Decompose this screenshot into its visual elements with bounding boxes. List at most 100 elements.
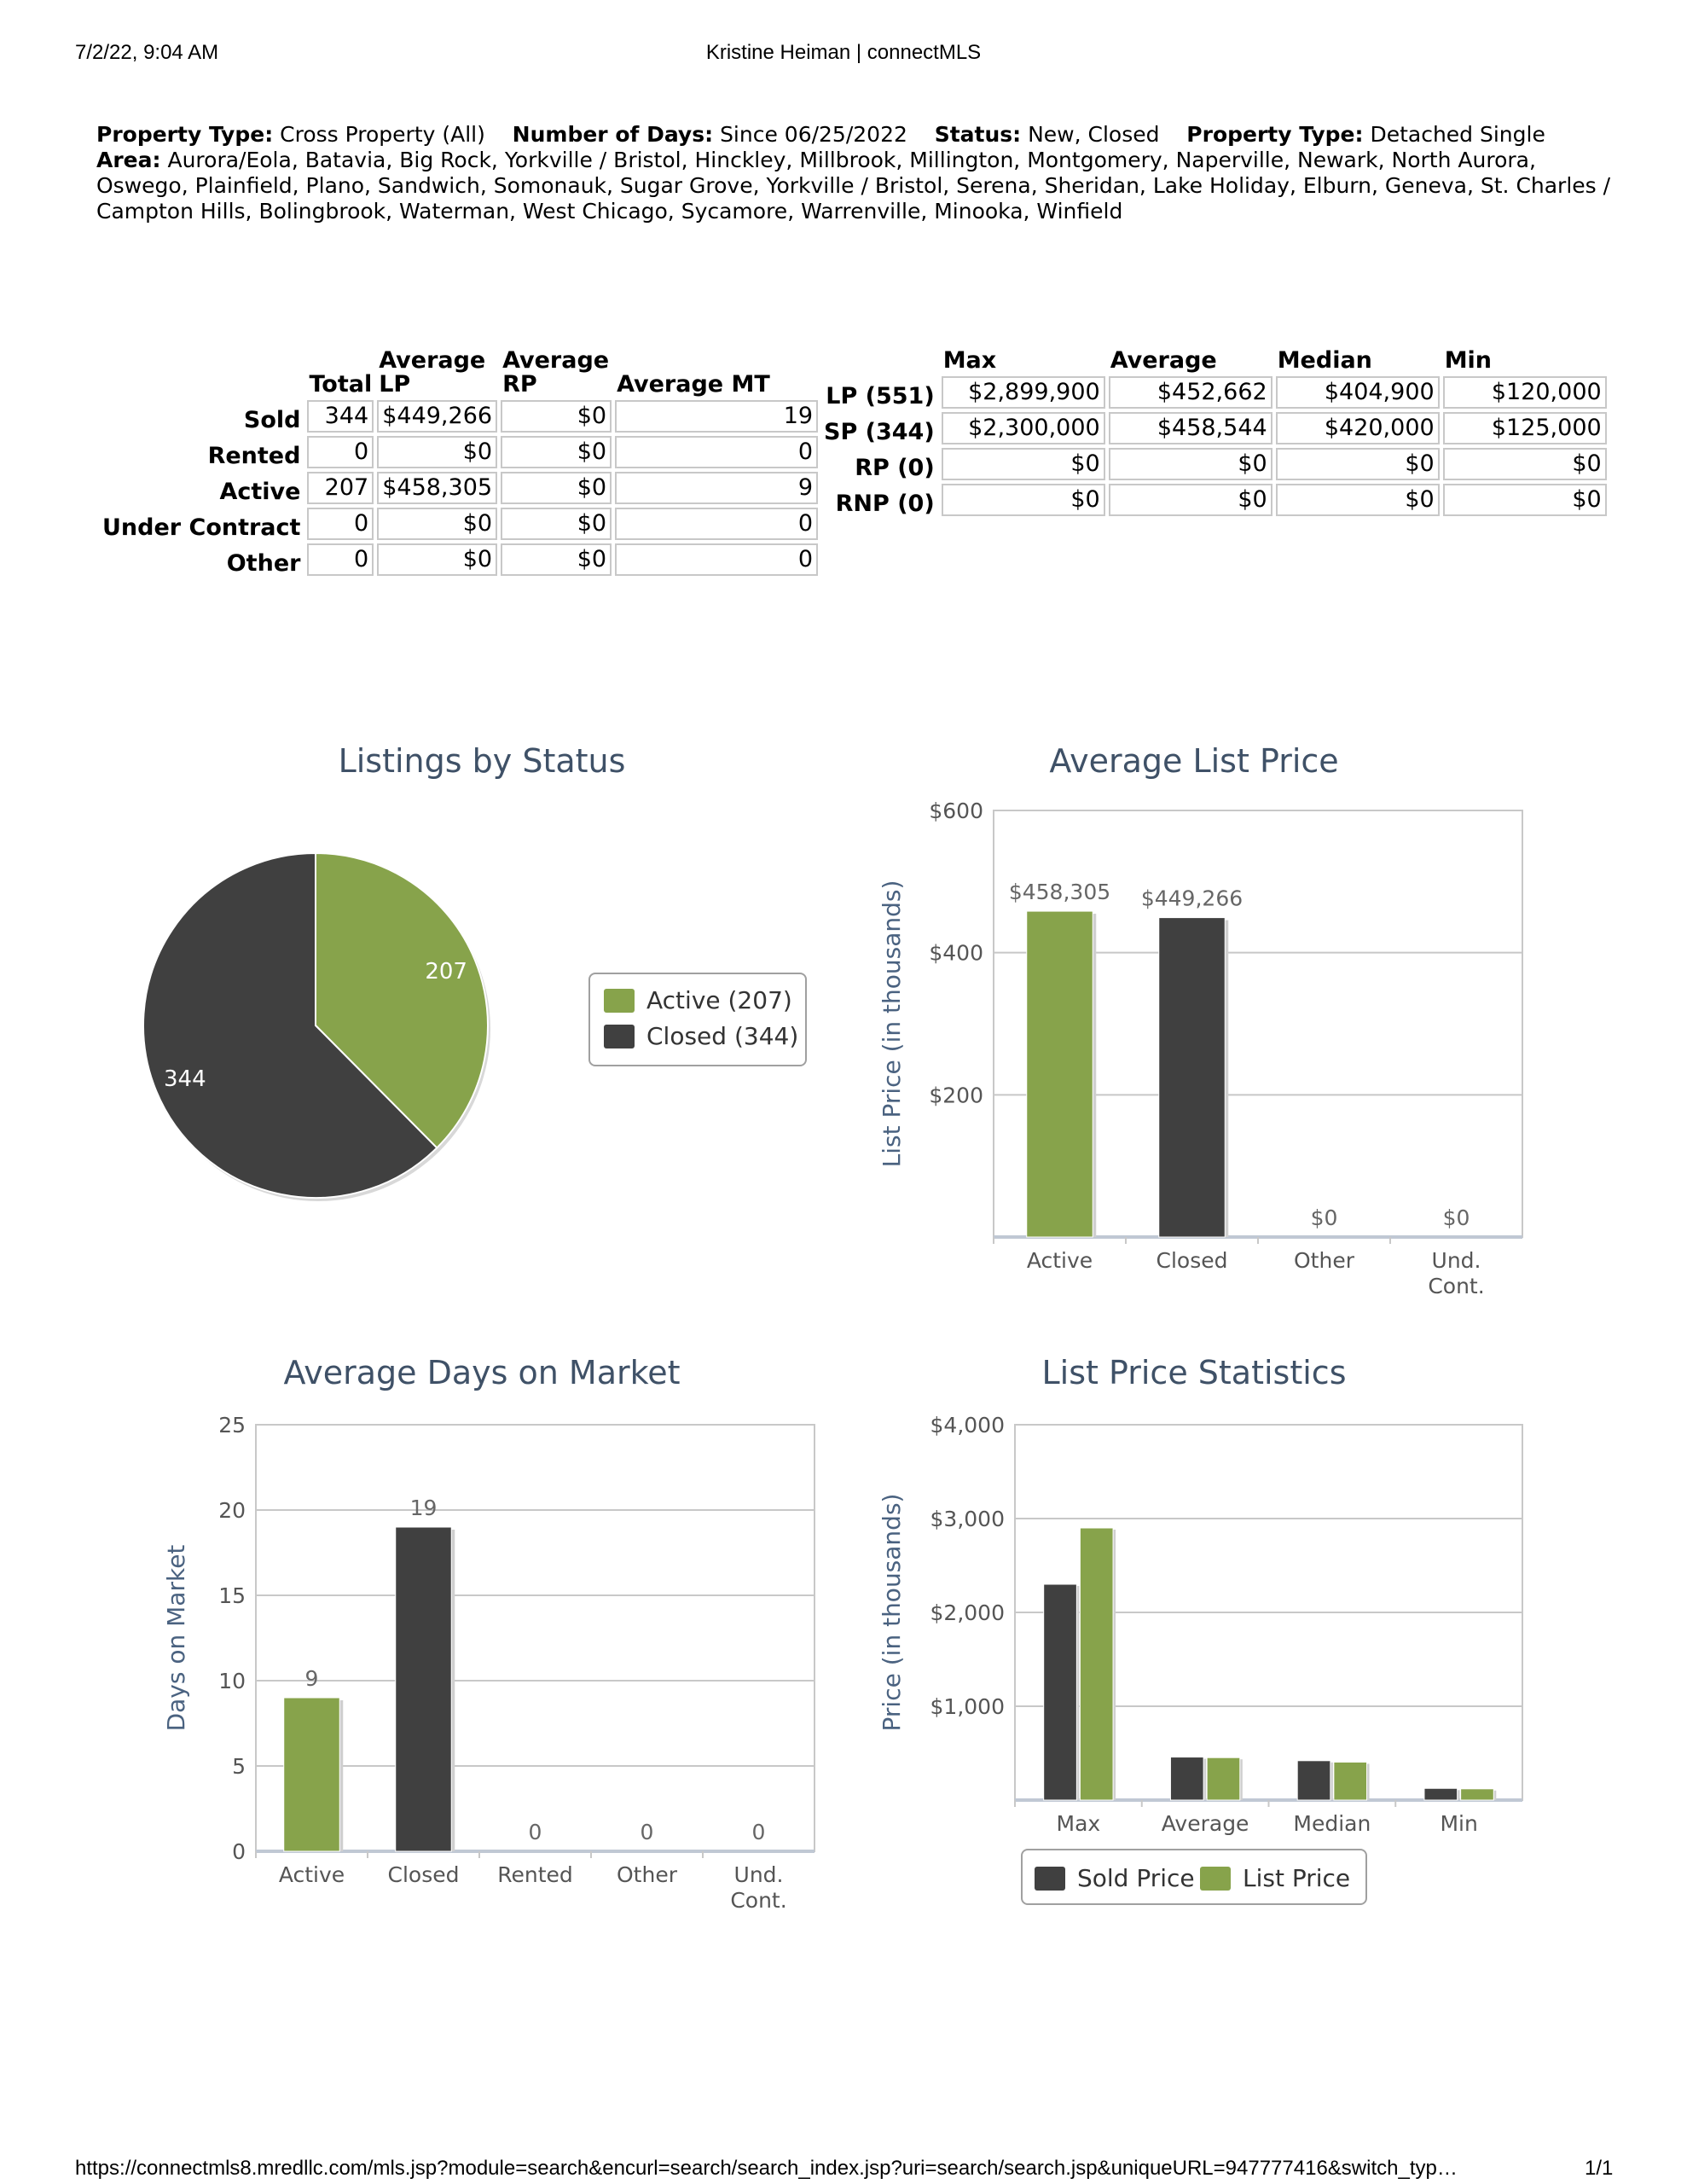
table-header-row: Total Average LP Average RP Average MT xyxy=(101,349,818,397)
chart-title-listings-by-status: Listings by Status xyxy=(338,742,626,780)
table-cell: $2,300,000 xyxy=(941,412,1105,444)
row-header: RP (0) xyxy=(855,455,935,481)
bar-data-label: 0 xyxy=(529,1820,542,1844)
row-header: Other xyxy=(226,550,301,577)
bar-closed xyxy=(395,1526,452,1852)
criteria-value: Detached Single xyxy=(1370,122,1545,147)
table-cell: $0 xyxy=(1442,448,1607,480)
y-tick-label: 25 xyxy=(218,1413,246,1438)
bar-sold-price xyxy=(1169,1757,1204,1801)
corner-cell xyxy=(101,349,304,397)
y-tick-label: 20 xyxy=(218,1498,246,1523)
x-tick-label: Cont. xyxy=(1428,1274,1484,1298)
y-tick-label: 10 xyxy=(218,1669,246,1693)
x-tick-label: Min xyxy=(1440,1811,1477,1836)
table-cell: 207 xyxy=(307,472,374,504)
search-criteria: Property Type: Cross Property (All) Numb… xyxy=(96,122,1615,224)
footer-url: https://connectmls8.mredllc.com/mls.jsp?… xyxy=(75,2157,1458,2180)
table-cell: $0 xyxy=(501,436,612,468)
table-row: SP (344) $2,300,000 $458,544 $420,000 $1… xyxy=(822,412,1607,444)
x-tick-label: Max xyxy=(1057,1811,1101,1836)
legend-swatch xyxy=(604,988,635,1013)
bar-data-label: $0 xyxy=(1311,1205,1338,1230)
y-axis-title: Days on Market xyxy=(162,1545,190,1732)
column-header: Max xyxy=(942,347,997,374)
table-cell: $458,544 xyxy=(1108,412,1272,444)
table-cell: $458,305 xyxy=(377,472,498,504)
legend-item-sold-price[interactable]: Sold Price xyxy=(1035,1864,1195,1892)
bar-data-label: 9 xyxy=(305,1666,319,1691)
legend-label: Closed (344) xyxy=(646,1022,799,1050)
table-cell: $0 xyxy=(501,543,612,576)
bar-data-label: $0 xyxy=(1443,1205,1470,1230)
price-stats-legend: Sold Price List Price xyxy=(1021,1849,1367,1905)
column-header: Total xyxy=(309,371,373,398)
legend-label: Active (207) xyxy=(646,986,792,1014)
y-tick-label: $600 xyxy=(929,799,983,823)
table-cell: $0 xyxy=(377,543,498,576)
chart-title-average-days-on-market: Average Days on Market xyxy=(283,1354,681,1391)
criteria-value: Cross Property (All) xyxy=(280,122,485,147)
legend-label: List Price xyxy=(1243,1864,1351,1892)
row-header: Under Contract xyxy=(102,514,301,541)
bar-list-price xyxy=(1333,1761,1368,1801)
table-row: LP (551) $2,899,900 $452,662 $404,900 $1… xyxy=(822,376,1607,409)
x-tick-label: Cont. xyxy=(730,1888,786,1913)
row-header: LP (551) xyxy=(826,383,935,410)
y-tick-label: $400 xyxy=(929,941,983,966)
status-summary-table: Total Average LP Average RP Average MT S… xyxy=(97,346,821,579)
table-cell: $0 xyxy=(1442,484,1607,516)
table-row: Active 207 $458,305 $0 9 xyxy=(101,472,819,504)
table-cell: $0 xyxy=(501,472,612,504)
pie-slice-1 xyxy=(142,851,438,1199)
table-cell: 9 xyxy=(615,472,819,504)
x-tick-label: Closed xyxy=(1157,1248,1228,1273)
pie-slice-0 xyxy=(315,851,489,1149)
bar-sold-price xyxy=(1296,1760,1331,1801)
bar-list-price xyxy=(1079,1527,1114,1801)
row-header: RNP (0) xyxy=(835,491,935,517)
column-header: Average xyxy=(1110,347,1217,374)
pie-slice-label: 207 xyxy=(425,959,467,985)
pie-legend: Active (207) Closed (344) xyxy=(588,973,807,1066)
table-cell: $0 xyxy=(501,508,612,540)
x-tick-label: Active xyxy=(1027,1248,1093,1273)
legend-swatch xyxy=(604,1024,635,1048)
legend-swatch xyxy=(1200,1866,1231,1891)
y-tick-label: $4,000 xyxy=(930,1413,1005,1438)
row-header: Sold xyxy=(243,407,301,433)
table-cell: 344 xyxy=(307,400,374,433)
table-cell: $0 xyxy=(1108,448,1272,480)
table-cell: $0 xyxy=(377,508,498,540)
criteria-label: Property Type: xyxy=(1186,122,1364,147)
y-tick-label: $2,000 xyxy=(930,1600,1005,1625)
table-row: Other 0 $0 $0 0 xyxy=(101,543,819,577)
table-cell: $0 xyxy=(1275,484,1440,516)
x-tick-label: Median xyxy=(1293,1811,1371,1836)
legend-swatch xyxy=(1035,1866,1065,1891)
y-tick-label: $3,000 xyxy=(930,1507,1005,1531)
legend-item-active[interactable]: Active (207) xyxy=(604,986,792,1014)
column-header: Average LP xyxy=(379,347,486,398)
table-cell: 19 xyxy=(615,400,819,433)
print-datetime: 7/2/22, 9:04 AM xyxy=(75,41,219,64)
pie-slice-label: 344 xyxy=(164,1066,206,1092)
bar-active xyxy=(283,1697,340,1852)
table-header-row: Max Average Median Min xyxy=(822,349,1607,373)
bar-active xyxy=(1026,910,1093,1238)
table-cell: $449,266 xyxy=(377,400,498,433)
table-cell: 0 xyxy=(307,508,374,540)
table-cell: $0 xyxy=(1275,448,1440,480)
x-tick-label: Other xyxy=(1294,1248,1355,1273)
criteria-value: New, Closed xyxy=(1028,122,1160,147)
table-cell: $125,000 xyxy=(1442,412,1607,444)
legend-item-list-price[interactable]: List Price xyxy=(1200,1864,1350,1892)
table-cell: $0 xyxy=(941,484,1105,516)
table-cell: $0 xyxy=(501,400,612,433)
x-tick-label: Und. xyxy=(734,1862,784,1887)
y-axis-title: Price (in thousands) xyxy=(878,1494,906,1732)
price-statistics-table: Max Average Median Min LP (551) $2,899,9… xyxy=(819,346,1610,520)
legend-label: Sold Price xyxy=(1077,1864,1195,1892)
x-tick-label: Average xyxy=(1162,1811,1249,1836)
legend-item-closed[interactable]: Closed (344) xyxy=(604,1022,798,1050)
